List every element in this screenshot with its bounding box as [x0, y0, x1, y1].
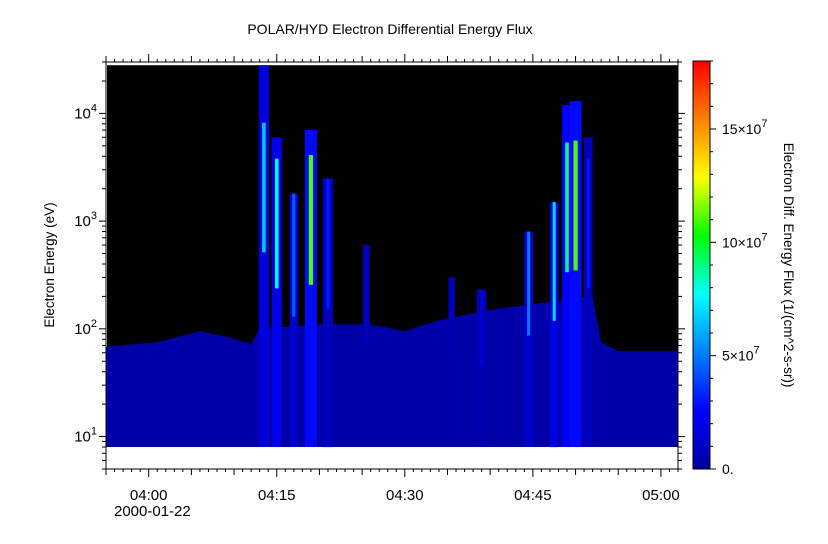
- x-tick-label: 05:00: [642, 487, 680, 504]
- burst-2: [271, 137, 282, 448]
- burst-envelope: [271, 137, 282, 448]
- burst-core: [527, 231, 531, 336]
- burst-core: [326, 179, 330, 309]
- colorbar-tick-label: 5×107: [722, 345, 760, 364]
- plot-frame: [105, 61, 679, 470]
- burst-envelope: [569, 101, 582, 447]
- x-tick-label: 04:30: [386, 487, 424, 504]
- x-tick-label: 04:00: [130, 487, 168, 504]
- burst-core: [479, 289, 484, 365]
- background-flux-band: [106, 296, 678, 447]
- burst-5: [322, 178, 333, 448]
- burst-envelope: [561, 104, 573, 448]
- burst-core: [275, 158, 279, 289]
- burst-envelope: [289, 193, 299, 447]
- burst-4: [304, 130, 317, 447]
- burst-10: [549, 202, 559, 448]
- y-axis-label: Electron Energy (eV): [42, 202, 57, 327]
- burst-envelope: [258, 65, 269, 447]
- burst-9: [524, 231, 533, 447]
- burst-core: [308, 155, 313, 285]
- y-tick-label: 104: [74, 102, 97, 122]
- burst-11: [561, 104, 573, 448]
- burst-envelope: [363, 245, 370, 447]
- x-date-label: 2000-01-22: [114, 503, 191, 520]
- burst-envelope: [584, 137, 593, 448]
- burst-3: [289, 193, 299, 447]
- burst-core: [262, 122, 266, 253]
- burst-core: [565, 142, 569, 273]
- burst-envelope: [549, 202, 559, 448]
- plot-area: [106, 62, 678, 469]
- y-tick-label: 103: [74, 210, 97, 230]
- colorbar-tick-label: 10×107: [722, 231, 767, 250]
- colorbar: [692, 60, 711, 470]
- y-tick-label: 102: [74, 318, 97, 338]
- burst-core: [450, 277, 453, 359]
- colorbar-tick-label: 15×107: [722, 118, 767, 137]
- colorbar-tick-label: 0.: [722, 461, 734, 477]
- burst-7: [448, 277, 456, 447]
- burst-core: [365, 245, 368, 343]
- burst-13: [584, 137, 593, 448]
- spectrogram-marks: [106, 65, 678, 448]
- burst-envelope: [524, 231, 533, 447]
- x-axis: 04:00 04:15 04:30 04:45 05:00: [105, 54, 680, 504]
- burst-core: [586, 158, 590, 289]
- burst-8: [476, 289, 487, 447]
- burst-envelope: [448, 277, 456, 447]
- colorbar-label: Electron Diff. Energy Flux (1/(cm^2-s-sr…: [781, 143, 796, 388]
- burst-envelope: [322, 178, 333, 448]
- chart-title: POLAR/HYD Electron Differential Energy F…: [247, 21, 532, 37]
- burst-core: [573, 140, 578, 271]
- burst-core: [292, 193, 296, 317]
- x-tick-label: 04:45: [514, 487, 552, 504]
- burst-1: [258, 65, 269, 447]
- burst-6: [363, 245, 370, 447]
- y-tick-label: 101: [74, 426, 97, 446]
- colorbar-ticks: 0. 5×107 10×107 15×107: [710, 60, 767, 477]
- y-axis: 101 102 103 104: [74, 61, 685, 470]
- burst-envelope: [476, 289, 487, 447]
- burst-core: [552, 202, 556, 321]
- burst-12: [569, 101, 582, 447]
- burst-envelope: [304, 130, 317, 447]
- x-tick-label: 04:15: [258, 487, 296, 504]
